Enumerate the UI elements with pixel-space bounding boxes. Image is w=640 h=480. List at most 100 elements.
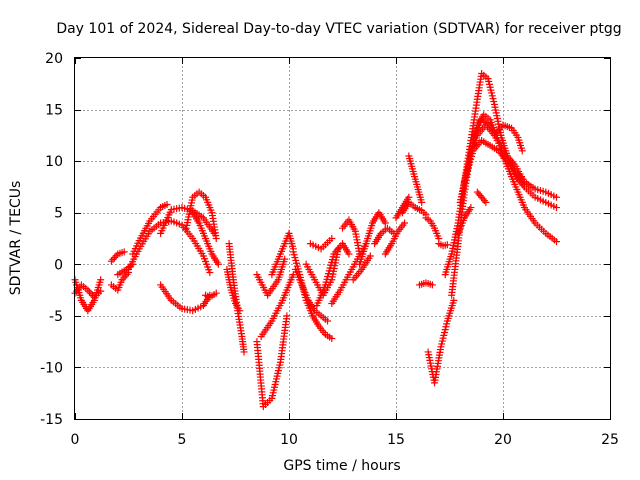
series-arc05 (125, 217, 214, 277)
data-point (212, 235, 220, 242)
x-tick-label: 20 (494, 432, 512, 448)
data-point (281, 255, 289, 263)
data-point (467, 204, 475, 212)
data-point (518, 147, 526, 155)
x-axis-title: GPS time / hours (283, 458, 400, 474)
data-point (97, 287, 105, 295)
y-tick-label: -10 (40, 360, 63, 376)
series-arc41 (349, 252, 374, 284)
series-arc11 (225, 240, 248, 356)
data-point (520, 178, 528, 186)
data-point (553, 238, 560, 246)
series-arc42 (306, 235, 336, 253)
series-arc02 (71, 281, 105, 301)
y-tick-label: 10 (45, 154, 63, 170)
data-point (443, 241, 451, 249)
series-arc23 (356, 209, 389, 268)
data-point (120, 248, 128, 256)
y-tick-label: -15 (40, 412, 63, 428)
series-arc33 (469, 116, 528, 186)
series-arc15 (268, 229, 297, 279)
data-point (553, 204, 560, 212)
series-arc06 (129, 200, 171, 258)
data-point (109, 255, 117, 263)
series-arc20 (313, 240, 353, 310)
data-point (418, 198, 426, 206)
series-arc10 (189, 209, 222, 268)
series-arc22 (339, 216, 364, 258)
data-point (107, 257, 115, 265)
series-arc12 (223, 265, 244, 315)
series-arc38 (422, 214, 443, 242)
data-point (236, 307, 244, 315)
data-point (428, 281, 436, 289)
x-tick-labels: 0 5 10 15 20 25 (71, 432, 619, 448)
y-tick-label: 0 (54, 257, 63, 273)
series-arc18 (291, 265, 332, 325)
y-tick-label: -5 (49, 309, 63, 325)
data-point (328, 335, 336, 343)
data-point (212, 289, 220, 297)
series-arc14 (253, 255, 289, 299)
y-tick-label: 5 (54, 206, 63, 222)
x-tick-label: 25 (601, 432, 619, 448)
data-point (206, 269, 214, 277)
data-point (435, 235, 443, 242)
data-point (283, 312, 291, 320)
data-point (381, 219, 389, 227)
data-points (71, 69, 560, 411)
series-arc35 (490, 121, 526, 155)
data-point (85, 288, 93, 296)
data-point (163, 200, 171, 208)
grid (75, 58, 610, 419)
series-arc37 (435, 240, 451, 250)
series-arc28 (424, 296, 458, 387)
data-point (482, 198, 490, 206)
data-point (480, 197, 488, 205)
y-axis-title: SDTVAR / TECUs (8, 181, 24, 296)
data-point (345, 250, 353, 258)
series-arc43 (202, 289, 220, 301)
y-tick-labels: -15 -10 -5 0 5 10 15 20 (40, 51, 63, 428)
series-arc30 (448, 111, 560, 299)
series-arc21 (328, 240, 370, 307)
series-arc39 (392, 193, 413, 222)
data-point (240, 348, 248, 356)
data-point (405, 193, 413, 201)
series-arc36 (473, 188, 490, 206)
data-point (129, 260, 137, 268)
series-arc40 (416, 279, 436, 289)
series-arc07 (157, 281, 214, 315)
data-point (87, 290, 95, 298)
series-arc27 (405, 152, 426, 206)
plot-frame (74, 57, 611, 420)
data-point (324, 317, 332, 325)
x-tick-label: 15 (387, 432, 405, 448)
x-tick-label: 0 (71, 432, 80, 448)
series-arc32 (460, 137, 528, 191)
y-tick-label: 15 (45, 103, 63, 119)
series-arc24 (371, 224, 398, 248)
series-arc26 (398, 198, 430, 219)
series-arc04 (107, 248, 128, 265)
data-point (401, 219, 409, 227)
y-tick-label: 20 (45, 51, 63, 67)
series-arc16 (257, 271, 297, 340)
series-arc09 (182, 188, 220, 242)
series-arc44 (114, 260, 137, 279)
axis-ticks (75, 58, 611, 420)
x-tick-label: 5 (178, 432, 187, 448)
data-point (328, 235, 336, 242)
chart-title: Day 101 of 2024, Sidereal Day-to-day VTE… (56, 21, 621, 37)
data-point (97, 276, 105, 284)
data-point (366, 252, 374, 260)
data-point (111, 254, 119, 262)
data-point (450, 296, 458, 304)
series-arc34 (454, 204, 475, 237)
series-arc03 (107, 269, 132, 294)
data-point (214, 260, 222, 268)
x-tick-label: 10 (280, 432, 298, 448)
data-point (553, 193, 560, 201)
series-arc13 (253, 312, 291, 411)
